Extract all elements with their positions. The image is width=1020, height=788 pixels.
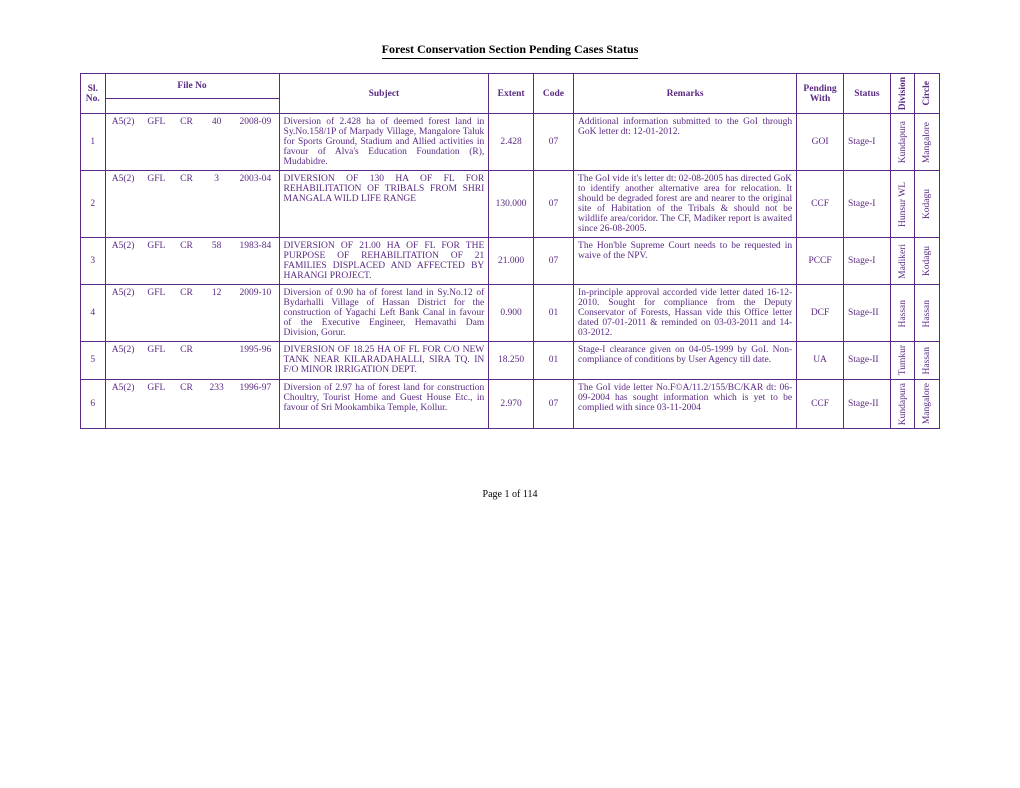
th-file-sub: [105, 99, 279, 114]
table-row: 1A5(2)GFLCR402008-09Diversion of 2.428 h…: [81, 114, 940, 171]
page-title: Forest Conservation Section Pending Case…: [382, 42, 639, 59]
table-row: 2A5(2)GFLCR32003-04DIVERSION OF 130 HA O…: [81, 171, 940, 238]
th-subject: Subject: [279, 74, 489, 114]
table-row: 6A5(2)GFLCR2331996-97Diversion of 2.97 h…: [81, 379, 940, 428]
th-remarks: Remarks: [574, 74, 797, 114]
cases-table: Sl. No. File No Subject Extent Code Rema…: [80, 73, 940, 429]
page-footer: Page 1 of 114: [80, 489, 940, 500]
th-file: File No: [105, 74, 279, 99]
th-circle: Circle: [915, 74, 940, 114]
th-sl: Sl. No.: [81, 74, 106, 114]
th-extent: Extent: [489, 74, 534, 114]
table-row: 4A5(2)GFLCR122009-10Diversion of 0.90 ha…: [81, 285, 940, 342]
th-status: Status: [843, 74, 890, 114]
table-row: 3A5(2)GFLCR581983-84 DIVERSION OF 21.00 …: [81, 238, 940, 285]
th-code: Code: [533, 74, 573, 114]
th-division: Division: [890, 74, 915, 114]
table-row: 5A5(2)GFLCR1995-96DIVERSION OF 18.25 HA …: [81, 342, 940, 379]
th-pending: Pending With: [797, 74, 844, 114]
